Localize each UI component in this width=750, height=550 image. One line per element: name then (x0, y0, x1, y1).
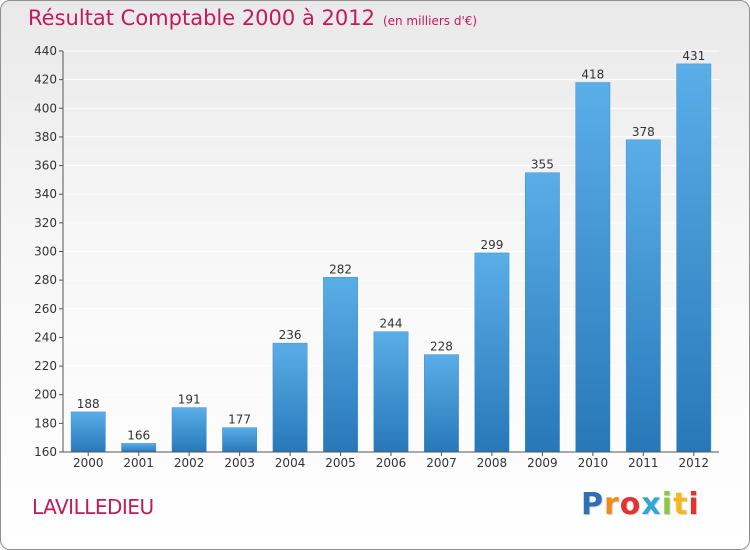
logo-letter: r (604, 487, 620, 522)
data-label-2005: 282 (329, 262, 352, 276)
proxiti-logo: Proxiti (581, 487, 700, 522)
x-tick-label-2001: 2001 (123, 456, 154, 470)
y-tick-label: 180 (34, 416, 57, 430)
data-label-2006: 244 (380, 317, 403, 331)
bar-2008 (474, 252, 510, 453)
y-tick-label: 400 (34, 101, 57, 115)
x-tick-label-2009: 2009 (527, 456, 558, 470)
logo-letter: o (619, 487, 642, 522)
y-tick-label: 280 (34, 273, 57, 287)
logo-letter: x (641, 487, 662, 522)
x-tick-label-2003: 2003 (224, 456, 255, 470)
bar-2005 (323, 277, 358, 453)
y-tick-label: 340 (34, 187, 57, 201)
data-label-2004: 236 (279, 328, 302, 342)
data-label-2003: 177 (228, 413, 251, 427)
y-tick-label: 200 (34, 388, 57, 402)
y-tick-label: 300 (34, 245, 57, 259)
title-text: Résultat Comptable 2000 à 2012 (28, 6, 375, 30)
x-tick-label-2011: 2011 (628, 456, 659, 470)
x-tick-label-2008: 2008 (477, 456, 508, 470)
logo-letter: t (673, 487, 689, 522)
bar-2007 (424, 354, 459, 453)
y-tick-label: 220 (34, 359, 57, 373)
title-unit: (en milliers d'€) (382, 14, 478, 28)
data-label-2000: 188 (77, 397, 100, 411)
data-label-2001: 166 (127, 428, 150, 442)
logo-letter: i (661, 487, 674, 522)
y-axis: 160 180 200 220 240 260 280 300 320 340 360 380 400 4… (34, 44, 64, 459)
bar-2009 (524, 172, 560, 453)
y-tick-label: 240 (34, 330, 57, 344)
y-tick-label: 380 (34, 130, 57, 144)
x-tick-label-2000: 2000 (73, 456, 104, 470)
y-tick-label: 360 (34, 159, 57, 173)
data-label-2010: 418 (581, 68, 604, 82)
bar-2011 (625, 139, 661, 453)
y-tick-label: 420 (34, 73, 57, 87)
logo-letter: i (688, 487, 700, 522)
data-label-2011: 378 (632, 125, 655, 139)
data-label-2008: 299 (480, 238, 503, 252)
bar-2004 (272, 342, 308, 453)
y-tick-label: 160 (34, 445, 57, 459)
x-tick-label-2010: 2010 (578, 456, 609, 470)
data-label-2007: 228 (430, 340, 453, 354)
x-tick-label-2012: 2012 (678, 456, 709, 470)
y-tick-label: 440 (34, 44, 57, 58)
y-tick-label: 260 (34, 302, 57, 316)
place-name: LAVILLEDIEU (32, 495, 154, 519)
bars: 188 166 191 177 236 282 244 228 299 355 418 378 431 (70, 49, 712, 453)
bar-2012 (676, 63, 712, 453)
bar-2006 (373, 331, 409, 453)
x-tick-label-2007: 2007 (426, 456, 457, 470)
data-label-2012: 431 (682, 49, 705, 63)
x-tick-label-2002: 2002 (174, 456, 205, 470)
data-label-2002: 191 (178, 393, 201, 407)
bar-2010 (575, 82, 611, 453)
data-label-2009: 355 (531, 158, 554, 172)
y-tick-label: 320 (34, 216, 57, 230)
bar-2001 (121, 443, 157, 453)
x-axis: 2000 2001 2002 2003 2004 2005 2006 2007 2008 2009… (63, 451, 719, 470)
x-tick-label-2004: 2004 (275, 456, 306, 470)
x-tick-label-2006: 2006 (376, 456, 407, 470)
x-tick-label-2005: 2005 (325, 456, 356, 470)
bar-2000 (70, 411, 106, 453)
chart-title: Résultat Comptable 2000 à 2012 (en millie… (28, 6, 477, 30)
bar-2003 (222, 427, 258, 453)
bar-2002 (171, 407, 207, 453)
logo-letter: P (581, 487, 604, 522)
